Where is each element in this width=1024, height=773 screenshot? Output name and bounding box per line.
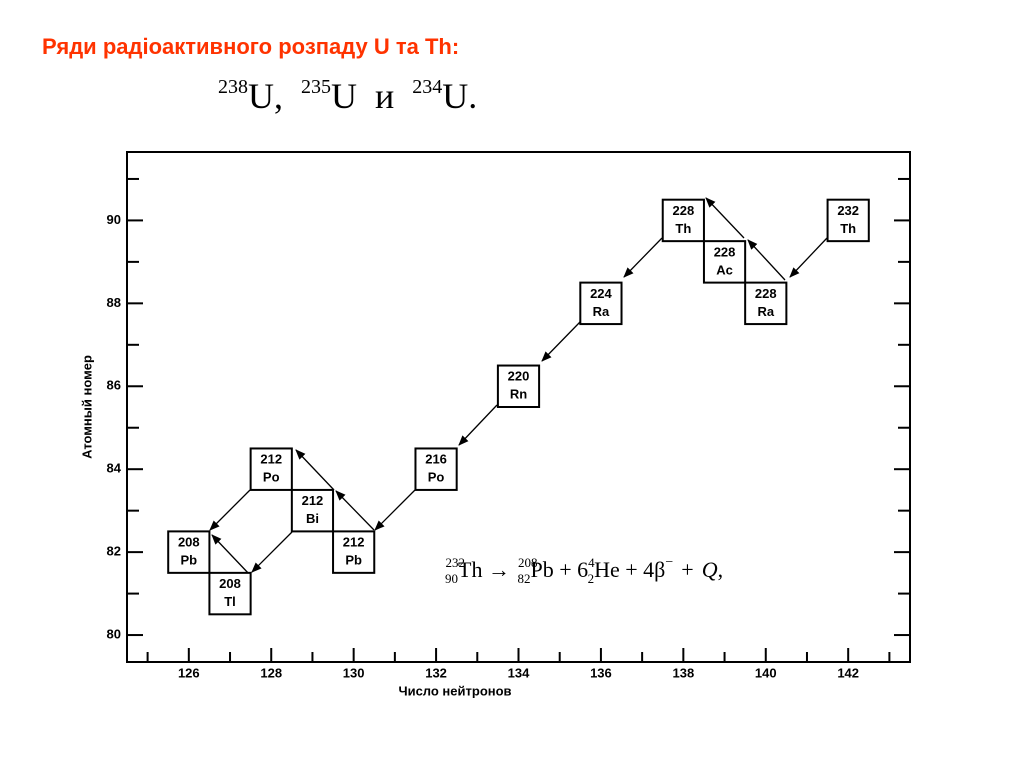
mass-number: 216 xyxy=(425,452,447,467)
element-symbol: Ra xyxy=(593,304,610,319)
word: и xyxy=(375,76,394,116)
nuclide-box: 208 Tl xyxy=(208,571,252,616)
sup: 4 xyxy=(588,555,595,570)
x-axis-label: Число нейтронов xyxy=(398,683,511,698)
sub: 90 xyxy=(445,571,458,586)
text: + xyxy=(681,557,693,582)
element-symbol: Bi xyxy=(306,511,319,526)
nuclide xyxy=(496,364,541,409)
nuclide xyxy=(826,198,870,243)
decay-formula: 232 90Th → 208 82Pb + 64 2He + 4β− + Q, xyxy=(445,555,723,586)
mass-number: 212 xyxy=(343,535,365,550)
mass: 234 xyxy=(412,76,442,98)
sup: − xyxy=(665,555,673,570)
mass-number: 208 xyxy=(178,535,200,550)
mass-number: 224 xyxy=(590,286,612,301)
nuclide xyxy=(290,488,335,533)
nuclide xyxy=(414,447,458,491)
nuclide-box: 228 Ac xyxy=(702,240,747,284)
x-tick-label: 132 xyxy=(425,665,447,680)
nuclide xyxy=(744,281,788,326)
element-symbol: Pb xyxy=(181,553,198,568)
nuclide xyxy=(249,447,293,491)
mass-number: 228 xyxy=(755,286,777,301)
nuclide-box: 228 Th xyxy=(661,198,705,243)
text: , xyxy=(718,557,724,582)
x-tick-label: 142 xyxy=(837,665,859,680)
mass: 238 xyxy=(218,76,248,98)
y-tick-label: 80 xyxy=(107,626,121,641)
sup: 208 xyxy=(518,555,538,570)
nuclide-box: 232 Th xyxy=(826,198,870,243)
element-symbol: Po xyxy=(428,470,445,485)
y-tick-label: 82 xyxy=(107,544,121,559)
nuclide xyxy=(332,530,376,574)
nuclide xyxy=(208,571,252,616)
element-symbol: Ac xyxy=(716,262,733,277)
nuclide-box: 212 Pb xyxy=(332,530,376,574)
mass-number: 212 xyxy=(260,452,282,467)
decay-arrows xyxy=(209,197,828,576)
element-symbol: Ra xyxy=(757,304,774,319)
element-symbol: Po xyxy=(263,470,280,485)
nuclide-box: 208 Pb xyxy=(167,530,211,574)
sub: 82 xyxy=(517,571,530,586)
y-tick-label: 90 xyxy=(107,212,121,227)
symbol: U, xyxy=(248,76,283,116)
mass-number: 208 xyxy=(219,576,241,591)
element-symbol: Pb xyxy=(345,553,362,568)
symbol: U xyxy=(331,76,357,116)
nuclide xyxy=(702,240,747,284)
nuclide-box: 212 Bi xyxy=(290,488,335,533)
element-symbol: Th xyxy=(675,221,691,236)
x-tick-label: 128 xyxy=(260,665,282,680)
x-tick-label: 140 xyxy=(755,665,777,680)
x-tick-label: 126 xyxy=(178,665,200,680)
mass-number: 212 xyxy=(302,493,324,508)
nuclide-box: 224 Ra xyxy=(579,281,623,326)
slide-title: Ряди радіоактивного розпаду U та Th: xyxy=(42,34,459,59)
nuclide-box: 212 Po xyxy=(249,447,293,491)
text: Q xyxy=(702,557,718,582)
y-tick-label: 86 xyxy=(107,378,121,393)
isotopes-line: 238U, 235U и 234U. xyxy=(218,76,477,117)
y-tick-label: 88 xyxy=(107,295,121,310)
text: Pb + 6 xyxy=(530,557,588,582)
y-axis-label: Атомный номер xyxy=(79,355,94,459)
mass-number: 220 xyxy=(508,369,530,384)
nuclide xyxy=(661,198,705,243)
symbol: U. xyxy=(442,76,477,116)
nuclide-box: 228 Ra xyxy=(744,281,788,326)
x-tick-label: 138 xyxy=(672,665,694,680)
sub: 2 xyxy=(588,571,595,586)
nuclide xyxy=(579,281,623,326)
mass-number: 228 xyxy=(672,203,694,218)
y-tick-label: 84 xyxy=(107,461,122,476)
x-tick-label: 136 xyxy=(590,665,612,680)
text: Th → xyxy=(458,557,510,582)
text: He + 4β xyxy=(594,557,665,582)
nuclide-box: 220 Rn xyxy=(496,364,541,409)
nuclide xyxy=(167,530,211,574)
nuclide-box: 216 Po xyxy=(414,447,458,491)
mass-number: 228 xyxy=(714,244,736,259)
element-symbol: Rn xyxy=(510,387,527,402)
mass: 235 xyxy=(301,76,331,98)
element-symbol: Th xyxy=(840,221,856,236)
sup: 232 xyxy=(446,555,466,570)
x-tick-label: 134 xyxy=(508,665,530,680)
mass-number: 232 xyxy=(837,203,859,218)
x-tick-label: 130 xyxy=(343,665,365,680)
element-symbol: Tl xyxy=(224,594,236,609)
